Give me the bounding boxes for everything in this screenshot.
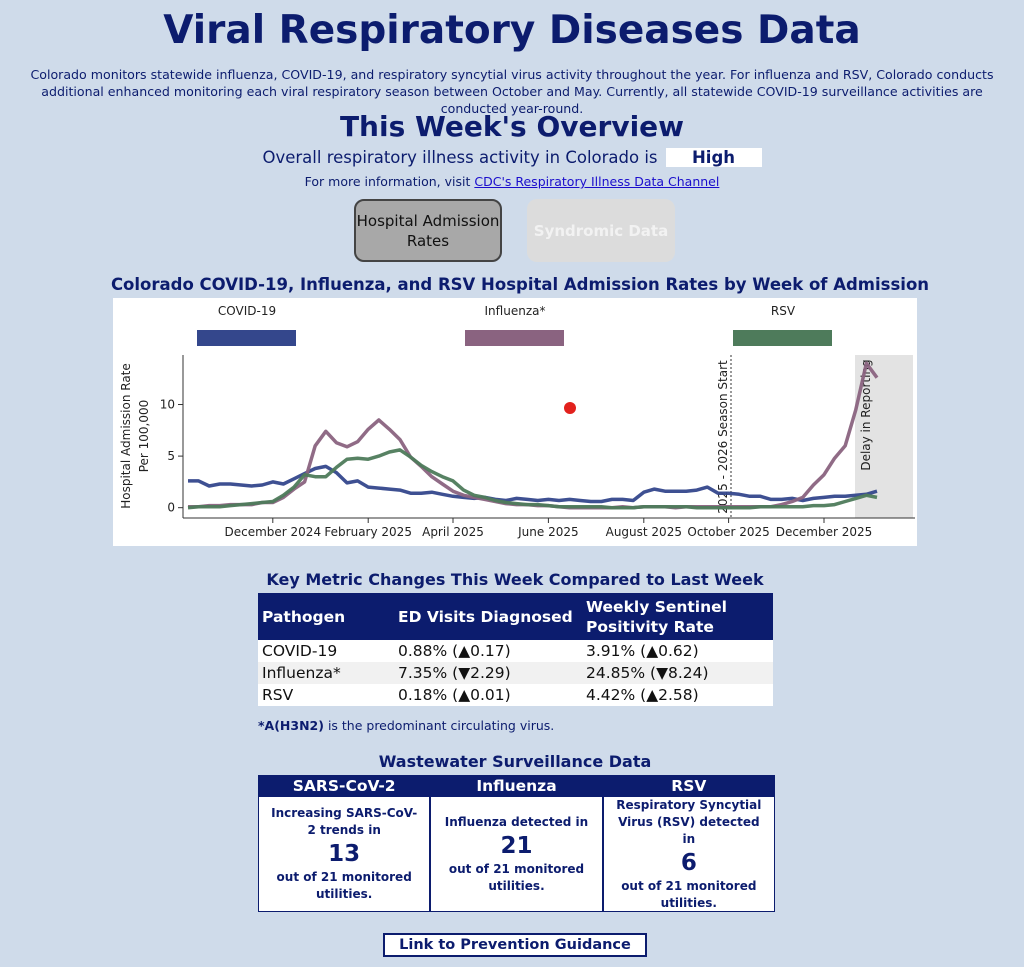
table-row: RSV 0.18% (▲0.01) 4.42% (▲2.58): [258, 684, 773, 706]
tab-button[interactable]: Syndromic Data: [527, 199, 675, 262]
tab-button[interactable]: Hospital Admission Rates: [354, 199, 502, 262]
card-header: RSV: [603, 776, 774, 797]
legend-swatch: [733, 330, 832, 346]
series-line: [188, 361, 879, 510]
column-header: ED Visits Diagnosed: [394, 593, 582, 640]
footnote: *A(H3N2) is the predominant circulating …: [258, 718, 554, 733]
table-cell: 0.88% (▲0.17): [394, 640, 582, 662]
delay-region: [855, 355, 913, 518]
chart-title: Colorado COVID-19, Influenza, and RSV Ho…: [110, 275, 930, 294]
card-number: 13: [328, 841, 361, 867]
card-text: Respiratory Syncytial Virus (RSV) detect…: [616, 797, 762, 846]
card-footer: out of 21 monitored utilities.: [621, 878, 757, 910]
y-axis-title: Per 100,000: [137, 400, 151, 473]
intro-text: Colorado monitors statewide influenza, C…: [30, 67, 994, 116]
overview-title: This Week's Overview: [339, 110, 685, 143]
header-row: Pathogen ED Visits Diagnosed Weekly Sent…: [258, 593, 773, 640]
series-line: [187, 448, 878, 510]
prevention-link[interactable]: Link to Prevention Guidance: [383, 933, 647, 957]
wastewater-title: Wastewater Surveillance Data: [378, 752, 652, 771]
legend-label: RSV: [771, 304, 796, 318]
table-row: COVID-19 0.88% (▲0.17) 3.91% (▲0.62): [258, 640, 773, 662]
info-text: For more information, visit: [304, 174, 471, 189]
table-body: COVID-19 0.88% (▲0.17) 3.91% (▲0.62) Influe…: [258, 640, 773, 706]
legend-swatch: [197, 330, 296, 346]
card-footer: out of 21 monitored utilities.: [276, 870, 412, 901]
wastewater-card: Influenza Influenza detected in 21 out of 2…: [431, 776, 602, 911]
table-cell: RSV: [258, 684, 394, 706]
wastewater-card: SARS-CoV-2 Increasing SARS-CoV-2 trends i…: [259, 776, 430, 911]
card-header: Influenza: [431, 776, 602, 797]
legend-label: Influenza*: [485, 304, 546, 318]
wastewater-card: RSV Respiratory Syncytial Virus (RSV) det…: [603, 776, 774, 911]
card-text: Influenza detected in: [444, 814, 589, 829]
x-tick-label: December 2025: [776, 525, 873, 539]
table-row: Influenza* 7.35% (▼2.29) 24.85% (▼8.24): [258, 662, 773, 684]
activity-line: Overall respiratory illness activity in …: [0, 148, 1024, 167]
season-label: 2025 - 2026 Season Start: [716, 360, 730, 514]
card-footer: out of 21 monitored utilities.: [448, 861, 585, 893]
table-cell: 0.18% (▲0.01): [394, 684, 582, 706]
column-header: Weekly Sentinel Positivity Rate: [582, 593, 773, 640]
card-body: Respiratory Syncytial Virus (RSV) detect…: [604, 797, 774, 911]
activity-level: High: [665, 148, 762, 167]
series-line: [188, 464, 878, 504]
x-tick-label: October 2025: [687, 525, 769, 539]
x-tick-label: August 2025: [606, 525, 682, 539]
wastewater-cards: SARS-CoV-2 Increasing SARS-CoV-2 trends i…: [258, 775, 775, 912]
card-number: 6: [680, 849, 697, 876]
marker-dot: [564, 402, 576, 414]
x-tick-label: December 2024: [225, 525, 322, 539]
table-cell: 24.85% (▼8.24): [582, 662, 773, 684]
x-tick-label: June 2025: [517, 525, 579, 539]
legend-label: COVID-19: [218, 304, 276, 318]
card-text: Increasing SARS-CoV-2 trends in: [271, 806, 418, 837]
table-cell: Influenza*: [258, 662, 394, 684]
y-tick-label: 5: [167, 449, 175, 463]
card-body: Increasing SARS-CoV-2 trends in 13 out of …: [259, 797, 429, 911]
y-axis-title: Hospital Admission Rate: [119, 363, 133, 509]
card-header: SARS-CoV-2: [259, 776, 430, 797]
footnote-bold: *A(H3N2): [258, 718, 324, 733]
metrics-table: Pathogen ED Visits Diagnosed Weekly Sent…: [258, 593, 773, 706]
chart: 2025 - 2026 Season Start Delay in Report…: [113, 298, 917, 546]
x-tick-label: April 2025: [422, 525, 484, 539]
table-title: Key Metric Changes This Week Compared to…: [266, 570, 764, 589]
cdc-link[interactable]: CDC's Respiratory Illness Data Channel: [474, 174, 720, 189]
y-tick-label: 10: [160, 398, 175, 412]
footnote-text: is the predominant circulating virus.: [323, 718, 555, 733]
table-cell: 7.35% (▼2.29): [394, 662, 582, 684]
info-line: For more information, visit CDC's Respira…: [0, 174, 1024, 189]
y-tick-label: 0: [167, 501, 175, 515]
column-header: Pathogen: [258, 593, 394, 640]
table-cell: 4.42% (▲2.58): [582, 684, 773, 706]
legend-swatch: [465, 330, 564, 346]
table-cell: 3.91% (▲0.62): [582, 640, 773, 662]
delay-label: Delay in Reporting: [859, 359, 873, 470]
card-number: 21: [500, 832, 533, 859]
activity-text: Overall respiratory illness activity in …: [262, 148, 658, 167]
table-cell: COVID-19: [258, 640, 394, 662]
x-tick-label: February 2025: [324, 525, 412, 539]
card-body: Influenza detected in 21 out of 21 monitor…: [431, 797, 601, 911]
page-title: Viral Respiratory Diseases Data: [163, 8, 861, 53]
